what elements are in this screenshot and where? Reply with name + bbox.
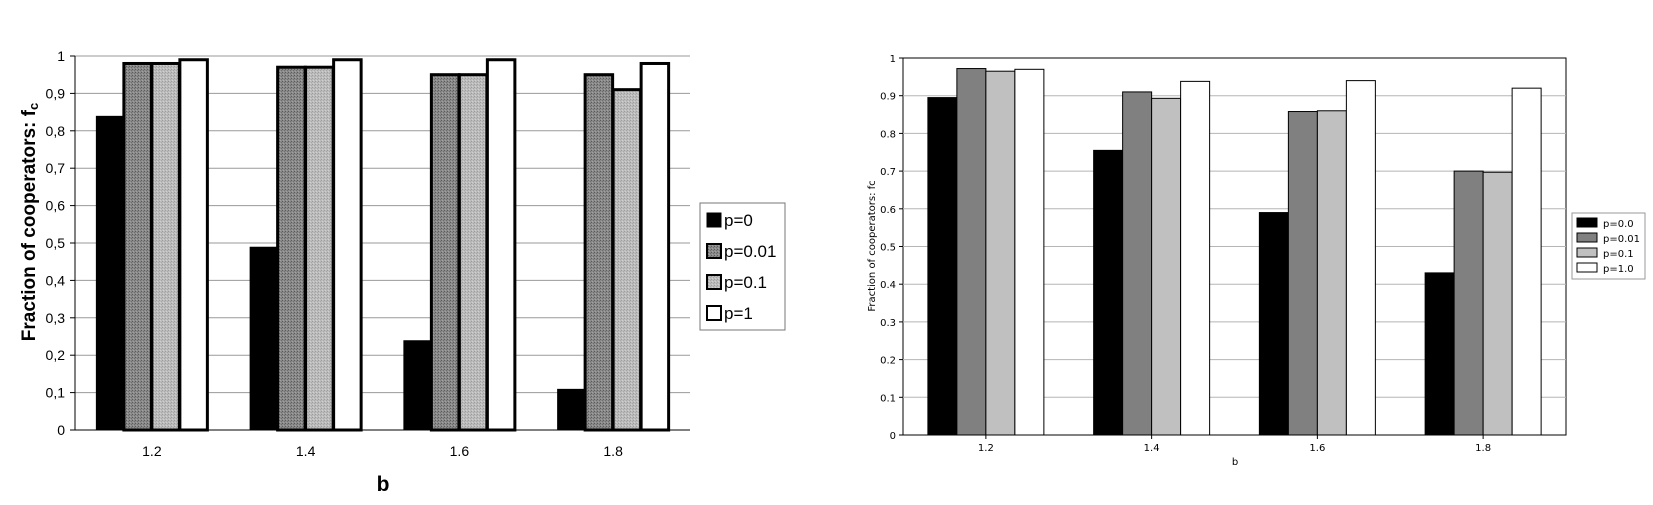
x-tick-label: 1.6 (1309, 443, 1325, 454)
y-tick-label: 0.8 (880, 129, 896, 140)
y-tick-label: 0 (57, 422, 65, 438)
bar-p=0-1.6 (403, 340, 431, 430)
y-tick-label: 0,3 (46, 310, 66, 326)
legend-label: p=0 (724, 211, 753, 230)
y-tick-label: 0,2 (46, 347, 66, 363)
x-tick-labels: 1.2 1.4 1.6 1.8 (142, 443, 623, 459)
y-tick-label: 0.5 (880, 243, 896, 254)
legend: p=0.0 p=0.01 p=0.1 p=1.0 (1571, 212, 1646, 280)
y-tick-label: 0,9 (46, 85, 66, 101)
bar-p=0.1-1.2 (150, 61, 181, 432)
y-tick-label: 1 (890, 54, 896, 65)
bar-p=0.01-1.6 (1287, 111, 1318, 436)
x-tick-label: 1.6 (450, 443, 470, 459)
y-tick-label: 1 (57, 48, 65, 64)
bar-p=0.01-1.8 (1453, 170, 1484, 436)
bar-p=0.01-1.4 (276, 65, 307, 432)
legend-swatch (706, 274, 722, 290)
x-tick-label: 1.2 (978, 443, 994, 454)
bar-p=0.0-1.6 (1258, 212, 1289, 436)
x-axis-label: b (377, 473, 390, 496)
bar-p=0.1-1.2 (985, 70, 1016, 436)
bar-p=0.1-1.8 (1482, 171, 1513, 436)
legend-label: p=0.01 (1603, 234, 1640, 245)
y-tick-label: 0.6 (880, 205, 896, 216)
x-tick-labels: 1.2 1.4 1.6 1.8 (978, 435, 1491, 454)
legend-label: p=0.1 (724, 273, 767, 292)
x-tick-label: 1.8 (1475, 443, 1491, 454)
legend-swatch (1576, 232, 1598, 243)
bar-p=1-1.2 (178, 58, 209, 432)
bar-p=1-1.6 (485, 58, 517, 432)
x-tick-label: 1.2 (142, 443, 162, 459)
x-tick-label: 1.4 (1144, 443, 1160, 454)
y-axis-label-subscript: c (26, 103, 41, 110)
bar-p=0.01-1.8 (583, 73, 615, 432)
bar-p=0.1-1.6 (457, 73, 489, 432)
legend-swatch (1576, 217, 1598, 228)
bar-p=1-1.8 (639, 61, 671, 432)
y-tick-labels: 0 0,1 0,2 0,3 0,4 0,5 0,6 0,7 0,8 0,9 1 (46, 48, 66, 438)
legend-label: p=0.1 (1603, 249, 1634, 260)
bar-p=1.0-1.2 (1014, 68, 1045, 436)
bar-p=0.1-1.8 (611, 88, 643, 432)
bar-p=0.01-1.6 (429, 73, 461, 432)
bar-p=1-1.4 (332, 58, 363, 432)
bar-p=0.1-1.6 (1316, 110, 1347, 436)
y-tick-label: 0,8 (46, 123, 66, 139)
axes (74, 56, 690, 431)
bar-p=0.01-1.2 (956, 68, 987, 436)
bar-p=1.0-1.4 (1180, 80, 1211, 436)
y-axis-label-main: Fraction of cooperators: f (19, 109, 40, 341)
bar-p=0.01-1.2 (122, 61, 153, 432)
legend: p=0 p=0.01 p=0.1 p=1 (699, 202, 786, 331)
bar-p=0.01-1.4 (1122, 91, 1153, 436)
legend-swatch (706, 305, 722, 321)
legend-label: p=1.0 (1603, 264, 1634, 275)
y-tick-label: 0.2 (880, 356, 896, 367)
legend-label: p=0.01 (724, 242, 776, 261)
x-tick-label: 1.8 (603, 443, 623, 459)
y-tick-label: 0,4 (46, 272, 66, 288)
y-tick-label: 0,6 (46, 198, 66, 214)
legend-swatch (1576, 247, 1598, 258)
bar-p=1.0-1.6 (1345, 80, 1376, 436)
y-tick-label: 0.4 (880, 280, 896, 291)
bar-p=0.0-1.4 (1093, 149, 1124, 436)
y-axis-label: Fraction of cooperators: fc (867, 180, 878, 311)
x-tick-label: 1.4 (296, 443, 316, 459)
legend-swatch (706, 243, 722, 259)
y-tick-label: 0,1 (46, 385, 66, 401)
y-tick-labels: 0 0.1 0.2 0.3 0.4 0.5 0.6 0.7 0.8 0.9 1 (880, 54, 896, 442)
legend-label: p=1 (724, 304, 753, 323)
y-tick-label: 0 (890, 431, 896, 442)
x-axis-label: b (1232, 457, 1238, 468)
bar-p=0.0-1.2 (927, 97, 958, 436)
bar-p=0-1.2 (95, 115, 124, 430)
legend-swatch (706, 212, 722, 228)
y-tick-label: 0,5 (46, 235, 66, 251)
bar-group (95, 58, 671, 432)
y-tick-label: 0.3 (880, 318, 896, 329)
y-axis-label: Fraction of cooperators: fc (19, 103, 41, 341)
bar-p=0.0-1.8 (1424, 272, 1455, 436)
bar-group (927, 68, 1542, 436)
chart-left: 00,10,20,30,40,50,60,70,80,91 1.2 1.4 1.6 1… (19, 48, 786, 496)
chart-right: 00.10.20.30.40.50.60.70.80.91 1.2 1.4 1.6 1… (867, 54, 1646, 468)
bar-p=0.1-1.4 (304, 65, 335, 432)
y-tick-label: 0.7 (880, 167, 896, 178)
y-tick-label: 0,7 (46, 160, 66, 176)
bar-p=1.0-1.8 (1511, 87, 1542, 436)
legend-label: p=0.0 (1603, 219, 1634, 230)
y-tick-label: 0.9 (880, 92, 896, 103)
y-tick-label: 0.1 (880, 393, 896, 404)
bar-p=0.1-1.4 (1151, 97, 1182, 436)
bar-p=0-1.8 (557, 388, 585, 430)
legend-swatch (1576, 262, 1598, 273)
bar-p=0-1.4 (249, 246, 278, 430)
